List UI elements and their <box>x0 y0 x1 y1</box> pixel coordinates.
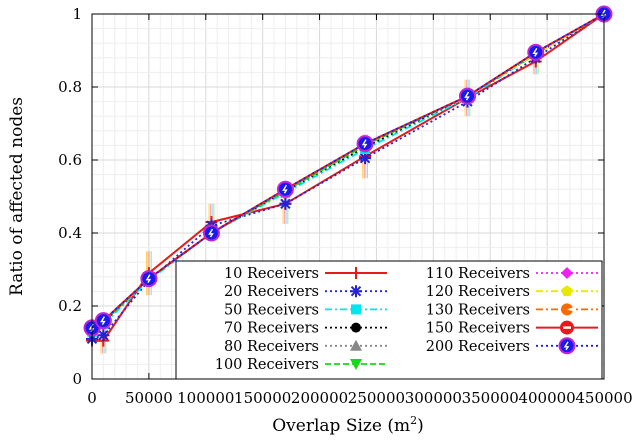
data-point <box>558 337 576 355</box>
data-point <box>145 274 152 284</box>
data-point <box>100 316 106 325</box>
data-point <box>282 184 288 194</box>
legend-item: 10 Receivers <box>224 266 387 282</box>
y-axis-label: Ratio of affected nodes <box>7 97 27 296</box>
x-tick-label: 350000 <box>462 389 519 407</box>
y-tick-label: 0.8 <box>58 78 82 96</box>
data-point <box>351 304 361 315</box>
data-point <box>532 47 539 57</box>
legend-item: 80 Receivers <box>224 339 387 355</box>
data-point <box>351 322 361 333</box>
legend-item: 200 Receivers <box>426 337 598 355</box>
legend: 10 Receivers 20 Receivers 50 Receivers 70 R… <box>175 260 603 380</box>
data-point <box>527 43 545 61</box>
x-tick-label: 300000 <box>405 389 462 407</box>
y-tick-label: 0.6 <box>58 151 82 169</box>
data-point <box>350 267 362 279</box>
legend-item: 70 Receivers <box>224 321 387 337</box>
data-point <box>350 285 362 298</box>
axis-ticks: 0 50000 100000 150000 200000 250000 300000 3500… <box>58 5 632 407</box>
x-tick-label: 50000 <box>125 389 173 407</box>
data-point <box>94 312 112 330</box>
data-point <box>202 224 220 242</box>
data-point <box>561 285 573 297</box>
x-tick-label: 0 <box>87 389 97 407</box>
data-point <box>276 180 294 198</box>
legend-label: 130 Receivers <box>426 302 530 318</box>
y-tick-label: 1 <box>72 5 82 23</box>
data-point <box>561 267 573 279</box>
x-tick-label: 250000 <box>348 389 405 407</box>
legend-box <box>175 260 603 380</box>
x-tick-label: 450000 <box>575 389 632 407</box>
y-tick-label: 0 <box>72 370 82 388</box>
legend-label: 110 Receivers <box>426 266 530 282</box>
data-point <box>279 197 292 210</box>
data-point <box>97 329 110 342</box>
legend-label: 10 Receivers <box>224 266 319 282</box>
series-line <box>91 13 605 340</box>
x-tick-label: 200000 <box>291 389 348 407</box>
x-tick-label: 100000 <box>177 389 234 407</box>
data-point <box>140 270 158 288</box>
y-tick-label: 0.4 <box>58 224 82 242</box>
data-point <box>350 359 362 370</box>
legend-item: 100 Receivers <box>215 357 387 373</box>
data-point <box>563 326 571 329</box>
legend-item: 50 Receivers <box>224 302 387 318</box>
x-axis-label-main: Overlap Size (m <box>272 416 410 436</box>
legend-label: 100 Receivers <box>215 357 319 373</box>
legend-label: 200 Receivers <box>426 339 530 355</box>
data-point <box>458 87 476 105</box>
legend-item: 110 Receivers <box>426 266 598 282</box>
data-point <box>464 91 470 101</box>
y-tick-label: 0.2 <box>58 297 82 315</box>
data-point <box>359 152 372 165</box>
x-tick-label: 400000 <box>518 389 575 407</box>
legend-label: 150 Receivers <box>426 321 530 337</box>
data-point <box>356 135 374 153</box>
data-point <box>563 341 570 351</box>
x-axis-label-superscript: 2 <box>410 414 417 427</box>
x-axis-label: Overlap Size (m2) <box>272 414 423 436</box>
data-point <box>350 339 362 351</box>
x-tick-label: 150000 <box>234 389 291 407</box>
data-point <box>208 228 214 238</box>
legend-label: 70 Receivers <box>224 321 319 337</box>
legend-label: 50 Receivers <box>224 302 319 318</box>
data-point <box>567 307 573 312</box>
data-point <box>361 139 368 148</box>
legend-item: 150 Receivers <box>426 320 598 337</box>
legend-label: 80 Receivers <box>224 339 319 355</box>
legend-item: 130 Receivers <box>426 302 598 318</box>
legend-label: 120 Receivers <box>426 284 530 300</box>
legend-item: 20 Receivers <box>224 284 387 300</box>
legend-item: 120 Receivers <box>426 284 598 300</box>
x-axis-label-close: ) <box>417 416 424 436</box>
legend-label: 20 Receivers <box>224 284 319 300</box>
